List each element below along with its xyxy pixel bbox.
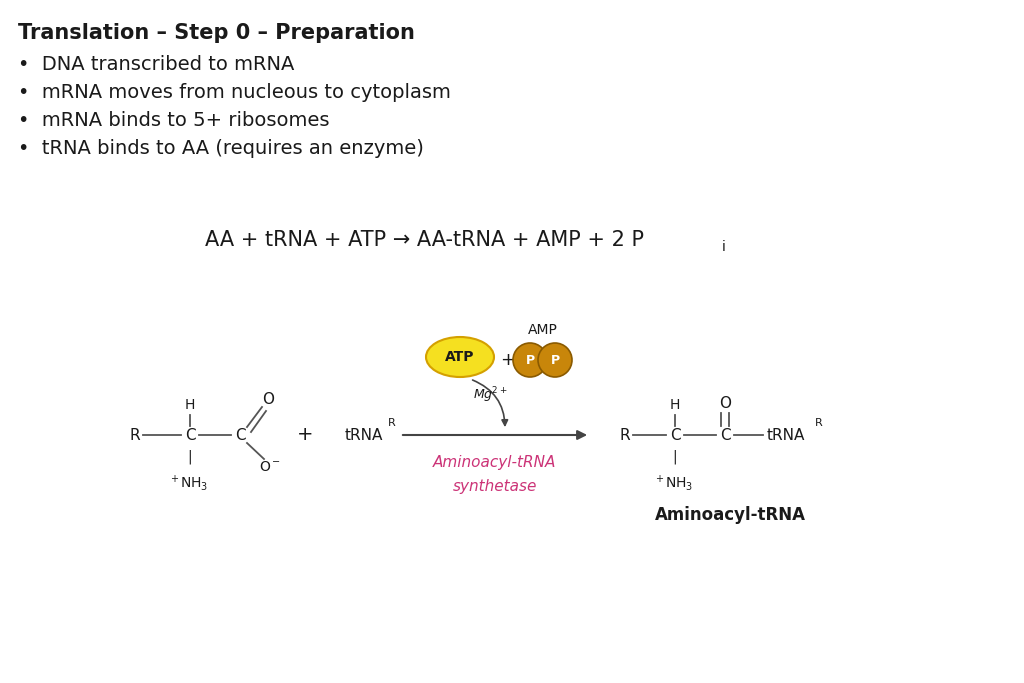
Text: R: R [815,418,822,428]
Text: R: R [388,418,395,428]
Text: Aminoacyl-tRNA: Aminoacyl-tRNA [433,456,557,471]
Text: +: + [297,426,313,445]
Text: tRNA: tRNA [767,428,805,443]
Ellipse shape [426,337,494,377]
Text: C: C [184,428,196,443]
Text: |: | [673,449,677,464]
Text: R: R [130,428,140,443]
Text: •  tRNA binds to AA (requires an enzyme): • tRNA binds to AA (requires an enzyme) [18,139,424,158]
Text: P: P [525,354,535,367]
Text: Aminoacyl-tRNA: Aminoacyl-tRNA [654,506,806,524]
Text: |: | [187,449,193,464]
Text: •  DNA transcribed to mRNA: • DNA transcribed to mRNA [18,55,294,74]
Text: C: C [670,428,680,443]
Text: •  mRNA moves from nucleous to cytoplasm: • mRNA moves from nucleous to cytoplasm [18,83,451,102]
Text: +: + [501,351,515,369]
Circle shape [513,343,547,377]
Text: AA + tRNA + ATP → AA-tRNA + AMP + 2 P: AA + tRNA + ATP → AA-tRNA + AMP + 2 P [205,230,644,250]
Circle shape [538,343,572,377]
Text: i: i [722,240,726,254]
Text: synthetase: synthetase [453,479,538,494]
Text: O: O [262,391,274,406]
Text: Translation – Step 0 – Preparation: Translation – Step 0 – Preparation [18,23,415,43]
Text: $^+$NH$_3$: $^+$NH$_3$ [653,473,693,493]
Text: O: O [719,395,731,410]
Text: H: H [184,398,196,412]
Text: C: C [720,428,730,443]
Text: tRNA: tRNA [345,428,383,443]
Text: R: R [620,428,631,443]
Text: •  mRNA binds to 5+ ribosomes: • mRNA binds to 5+ ribosomes [18,111,330,130]
Text: P: P [551,354,559,367]
Text: Mg$^{2+}$: Mg$^{2+}$ [473,385,507,405]
Text: AMP: AMP [527,323,557,337]
Text: C: C [234,428,246,443]
Text: H: H [670,398,680,412]
Text: O$^-$: O$^-$ [259,460,281,474]
Text: ATP: ATP [445,350,475,364]
Text: $^+$NH$_3$: $^+$NH$_3$ [168,473,208,493]
